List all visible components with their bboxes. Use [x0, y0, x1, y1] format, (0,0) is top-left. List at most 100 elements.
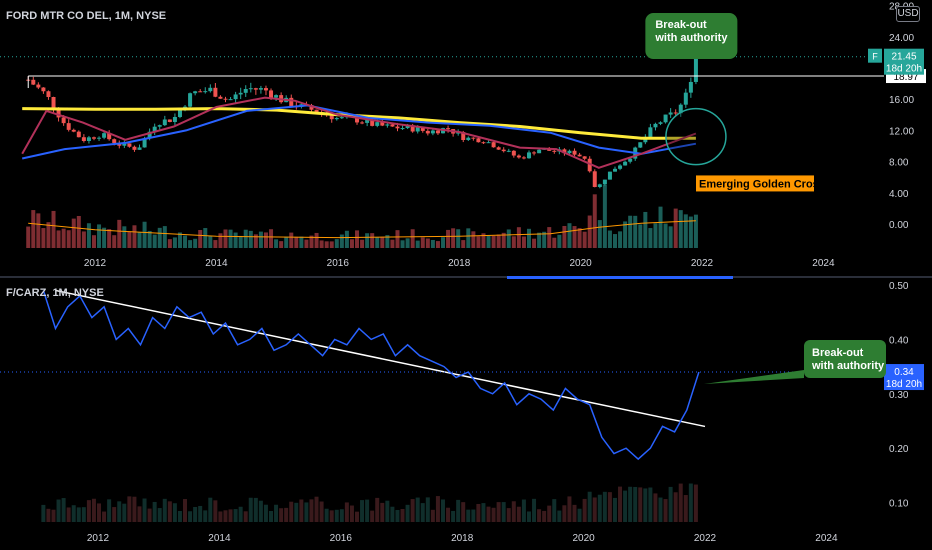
price-axis[interactable]: 28.0024.0020.0016.0012.008.004.000.0018.… — [868, 2, 926, 231]
ratio-volume-bar — [612, 497, 617, 522]
volume-bar — [471, 231, 476, 248]
candle-body — [425, 130, 430, 134]
candle-body — [395, 126, 400, 129]
candle-body — [385, 124, 390, 126]
candle-body — [102, 133, 107, 138]
candle-body — [97, 137, 102, 139]
candle-body — [61, 117, 66, 124]
ratio-volume-bar — [516, 506, 521, 522]
ratio-tick-label: 0.40 — [889, 335, 909, 346]
volume-bar — [521, 236, 526, 248]
ratio-volume-bar — [370, 510, 375, 522]
candle-body — [243, 88, 248, 93]
ratio-volume-bar — [451, 510, 456, 522]
candle-body — [137, 147, 142, 150]
candle-body — [329, 115, 334, 120]
ratio-volume-bar — [633, 486, 638, 522]
volume-bar — [491, 235, 496, 248]
candle-body — [415, 127, 420, 132]
ratio-volume-bar — [304, 502, 309, 522]
price-time-axis[interactable]: 2012 2014 2016 2018 2020 2022 2024 — [84, 258, 835, 269]
volume-bar — [167, 239, 172, 248]
ratio-volume-bar — [511, 501, 516, 522]
ratio-volume-bar — [597, 494, 602, 522]
ratio-time-axis[interactable]: 2012 2014 2016 2018 2020 2022 2024 — [87, 533, 838, 544]
ratio-volume-bar — [279, 508, 284, 522]
volume-bar — [102, 227, 107, 248]
ratio-volume-bar — [607, 492, 612, 522]
candle-body — [693, 57, 698, 82]
candle-body — [203, 91, 208, 93]
ratio-volume-bar — [127, 496, 132, 522]
volume-bar — [461, 240, 466, 248]
ratio-volume-bar — [526, 511, 531, 522]
candle-body — [688, 81, 693, 93]
price-tick-label: 8.00 — [889, 158, 909, 169]
ratio-volume-bar — [56, 499, 61, 522]
volume-bar — [466, 228, 471, 248]
ratio-time-tick-label: 2016 — [330, 533, 353, 544]
volume-bar — [51, 210, 56, 248]
ratio-volume-bar — [142, 498, 147, 522]
candle-body — [142, 138, 147, 148]
volume-bar — [334, 239, 339, 248]
volume-bar — [557, 234, 562, 248]
volume-bar — [91, 235, 96, 248]
volume-bar — [355, 230, 360, 248]
ratio-volume-bar — [542, 510, 547, 522]
volume-bar — [127, 231, 132, 248]
volume-bar — [294, 236, 299, 248]
ratio-lines — [0, 289, 884, 461]
volume-bar — [162, 226, 167, 248]
price-time-tick-label: 2016 — [327, 258, 350, 269]
ratio-volume-bar — [253, 497, 258, 522]
candle-body — [486, 142, 491, 144]
candle-body — [516, 155, 521, 158]
candle-body — [532, 152, 537, 154]
price-time-tick-label: 2020 — [569, 258, 592, 269]
volume-bar — [653, 223, 658, 248]
candle-body — [107, 133, 112, 140]
candle-body — [476, 138, 481, 143]
volume-bar — [228, 229, 233, 248]
candle-body — [188, 93, 193, 107]
ratio-volume-bar — [208, 497, 213, 522]
ratio-volume-bar — [486, 506, 491, 522]
price-tick-label: 4.00 — [889, 189, 909, 200]
currency-badge[interactable]: USD — [896, 6, 920, 22]
candle-body — [213, 87, 218, 97]
candle-body — [162, 119, 167, 126]
ratio-volume-bar — [137, 506, 142, 522]
volume-bar — [446, 229, 451, 248]
candle-body — [31, 79, 36, 85]
volume-bar — [506, 229, 511, 248]
ratio-volume-bar — [360, 500, 365, 522]
time-range-selector[interactable] — [507, 276, 733, 279]
volume-bar — [527, 228, 532, 248]
ratio-volume-bar — [339, 509, 344, 522]
volume-bar — [537, 232, 542, 248]
ratio-tick-label: 0.30 — [889, 390, 909, 401]
candle-body — [471, 137, 476, 139]
volume-bar — [628, 215, 633, 248]
volume-bar — [299, 236, 304, 248]
candle-body — [420, 127, 425, 131]
candle-body — [172, 116, 177, 122]
ratio-volume-bar — [162, 498, 167, 522]
volume-bar — [562, 225, 567, 248]
ratio-volume-bar — [658, 497, 663, 522]
candle-body — [253, 88, 258, 90]
ratio-volume-bar — [623, 490, 628, 522]
volume-bar — [400, 240, 405, 248]
volume-bar — [177, 232, 182, 248]
volume-bar — [76, 215, 81, 248]
volume-bar — [415, 240, 420, 248]
candle-body — [602, 179, 607, 185]
ratio-volume-bar — [122, 503, 127, 522]
candle-body — [258, 88, 263, 90]
candle-body — [501, 149, 506, 152]
volume-bar — [56, 230, 61, 248]
ratio-tick-label: 0.50 — [889, 281, 909, 292]
ratio-volume-bar — [466, 509, 471, 522]
